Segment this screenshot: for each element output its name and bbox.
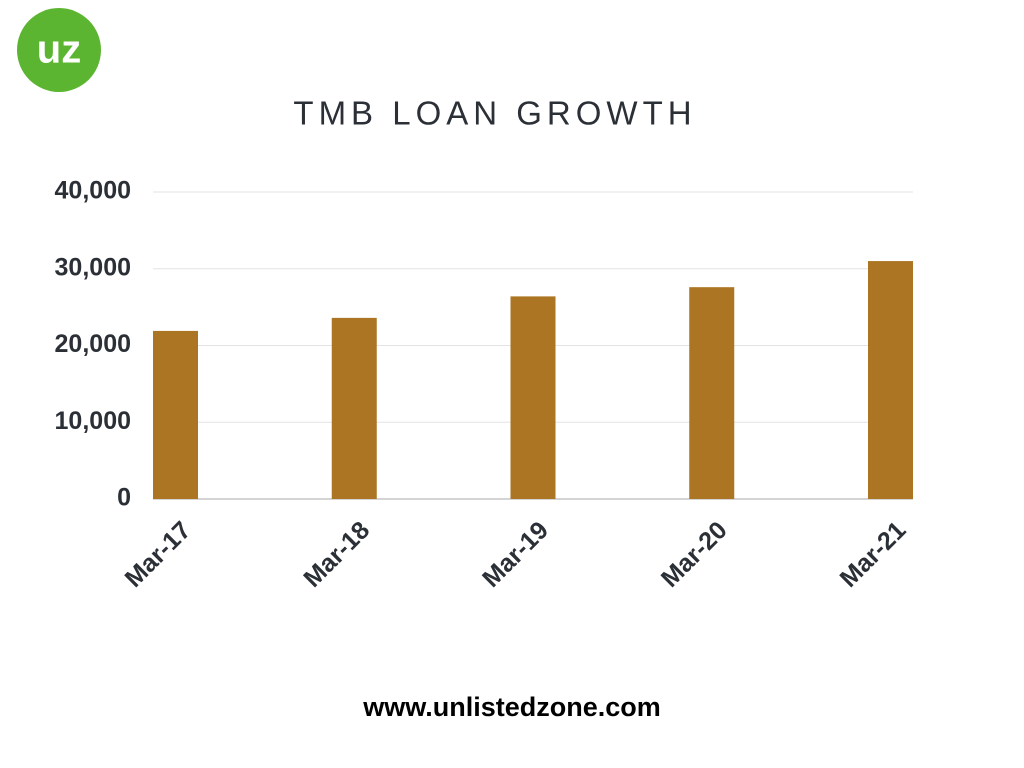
- y-tick-label: 20,000: [55, 330, 131, 358]
- y-tick-label: 10,000: [55, 407, 131, 435]
- y-tick-label: 40,000: [55, 177, 131, 205]
- y-tick-label: 0: [117, 484, 131, 512]
- y-tick-label: 30,000: [55, 253, 131, 281]
- logo-text: uz: [37, 28, 81, 72]
- bar: [689, 287, 735, 499]
- x-tick-label: Mar-19: [477, 516, 554, 593]
- logo-badge: [17, 8, 101, 92]
- x-tick-label: Mar-17: [120, 516, 197, 593]
- x-tick-label: Mar-21: [835, 516, 912, 593]
- x-tick-label: Mar-18: [298, 516, 375, 593]
- chart-title: TMB LOAN GROWTH: [293, 95, 696, 132]
- bar: [153, 330, 198, 499]
- bar: [510, 296, 556, 499]
- footer-url: www.unlistedzone.com: [362, 692, 661, 722]
- x-tick-label: Mar-20: [656, 516, 733, 593]
- bar: [331, 317, 377, 499]
- bar: [868, 261, 913, 499]
